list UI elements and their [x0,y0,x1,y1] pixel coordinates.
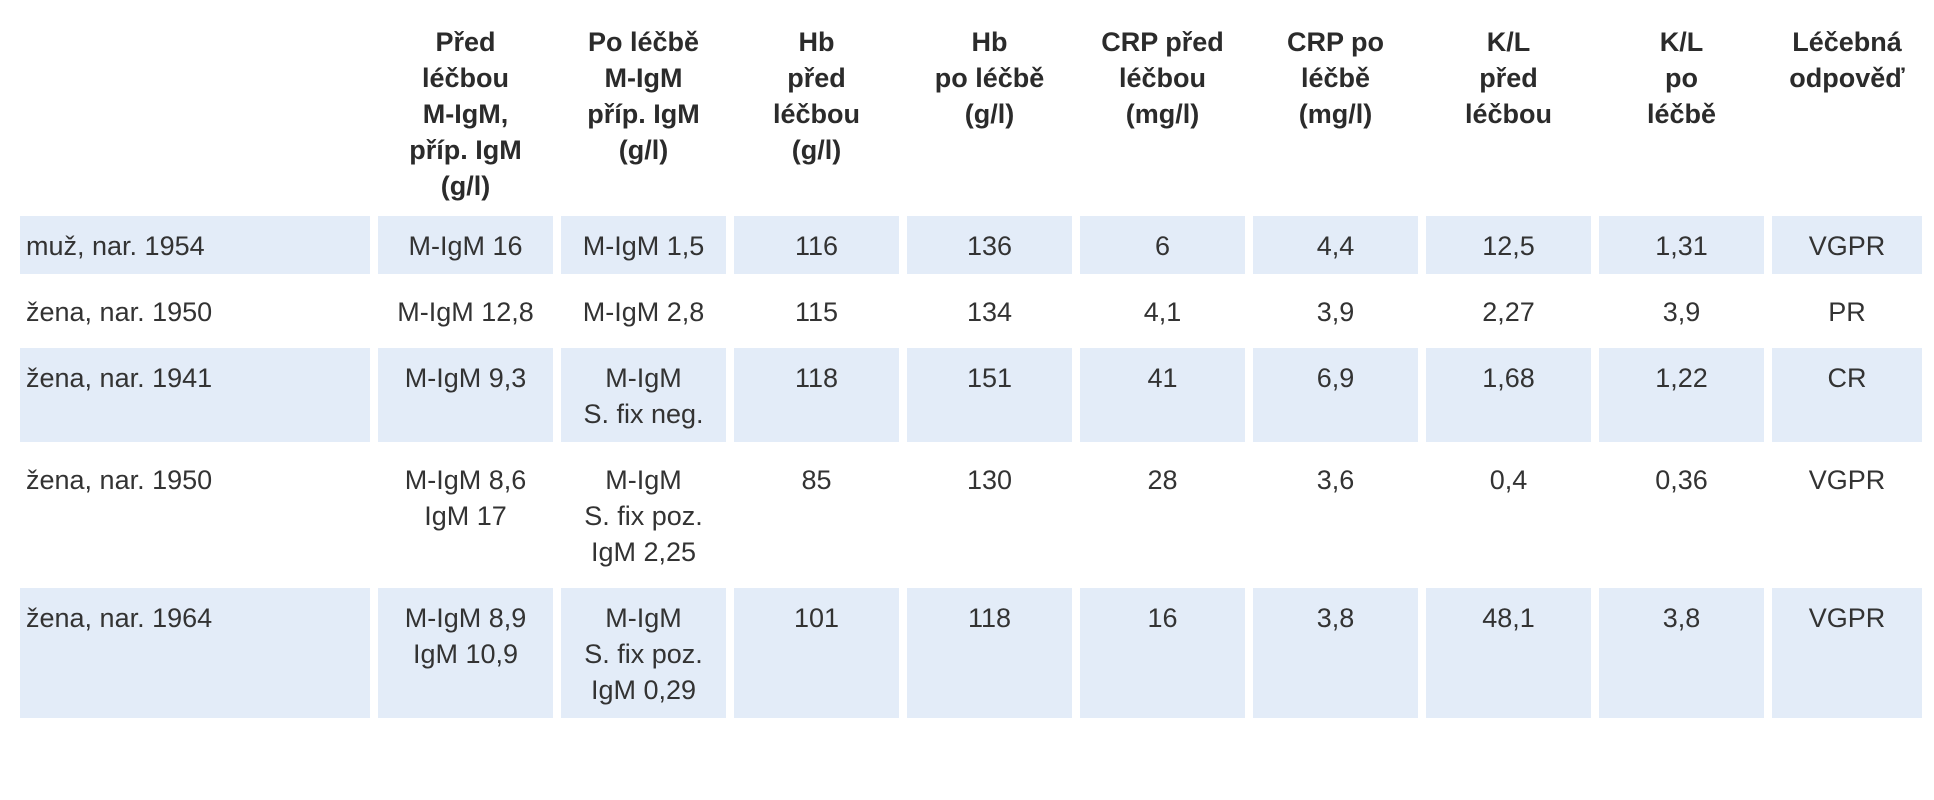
table-cell: M-IgM S. fix poz. IgM 2,25 [561,450,726,580]
table-cell: 151 [907,348,1072,442]
table-cell: M-IgM 1,5 [561,216,726,274]
table-cell: VGPR [1772,588,1922,718]
header-cell-kl-after: K/L po léčbě [1646,27,1717,129]
table-cell: M-IgM 9,3 [378,348,553,442]
table-cell: 134 [907,282,1072,340]
table-cell: 116 [734,216,899,274]
table-cell: PR [1772,282,1922,340]
table-cell: 3,8 [1599,588,1764,718]
table-cell: 16 [1080,588,1245,718]
table-row: žena, nar. 1964 M-IgM 8,9 IgM 10,9 M-IgM… [20,588,1922,718]
table-cell: VGPR [1772,450,1922,580]
table-cell: M-IgM 8,9 IgM 10,9 [378,588,553,718]
header-cell-igm-after: Po léčbě M-IgM příp. IgM (g/l) [587,27,700,165]
table-cell: 3,6 [1253,450,1418,580]
table-cell: CR [1772,348,1922,442]
header-cell-crp-after: CRP po léčbě (mg/l) [1286,27,1384,129]
table-cell: 4,4 [1253,216,1418,274]
table-row: žena, nar. 1950 M-IgM 12,8 M-IgM 2,8 115… [20,282,1922,340]
table-cell: 2,27 [1426,282,1591,340]
header-cell-patient [20,14,370,208]
table-cell: 28 [1080,450,1245,580]
table-row: muž, nar. 1954 M-IgM 16 M-IgM 1,5 116 13… [20,216,1922,274]
table-cell: M-IgM 2,8 [561,282,726,340]
table-cell: 4,1 [1080,282,1245,340]
results-table: Před léčbou M-IgM, příp. IgM (g/l) Po lé… [12,6,1930,726]
table-cell: 41 [1080,348,1245,442]
table-cell: M-IgM 12,8 [378,282,553,340]
table-cell: žena, nar. 1950 [20,282,370,340]
table-cell: 0,36 [1599,450,1764,580]
table-cell: 6 [1080,216,1245,274]
table-row: žena, nar. 1950 M-IgM 8,6 IgM 17 M-IgM S… [20,450,1922,580]
table-cell: žena, nar. 1950 [20,450,370,580]
table-cell: 3,9 [1253,282,1418,340]
table-cell: M-IgM S. fix poz. IgM 0,29 [561,588,726,718]
table-cell: 136 [907,216,1072,274]
table-cell: 118 [734,348,899,442]
table-cell: 85 [734,450,899,580]
table-cell: VGPR [1772,216,1922,274]
header-cell-response: Léčebná odpověď [1789,27,1905,93]
table-cell: 3,8 [1253,588,1418,718]
table-cell: 6,9 [1253,348,1418,442]
table-cell: M-IgM 16 [378,216,553,274]
table-cell: 101 [734,588,899,718]
table-cell: žena, nar. 1964 [20,588,370,718]
table-cell: 48,1 [1426,588,1591,718]
table-cell: 130 [907,450,1072,580]
table-cell: M-IgM S. fix neg. [561,348,726,442]
header-cell-hb-after: Hb po léčbě (g/l) [934,27,1045,129]
table-cell: 12,5 [1426,216,1591,274]
table-cell: 1,31 [1599,216,1764,274]
table-cell: 0,4 [1426,450,1591,580]
header-cell-kl-before: K/L před léčbou [1464,27,1552,129]
table-cell: 1,68 [1426,348,1591,442]
header-cell-crp-before: CRP před léčbou (mg/l) [1101,27,1224,129]
table-row: žena, nar. 1941 M-IgM 9,3 M-IgM S. fix n… [20,348,1922,442]
table-cell: muž, nar. 1954 [20,216,370,274]
table-cell: žena, nar. 1941 [20,348,370,442]
table-cell: M-IgM 8,6 IgM 17 [378,450,553,580]
header-cell-hb-before: Hb před léčbou (g/l) [772,27,860,165]
header-row: Před léčbou M-IgM, příp. IgM (g/l) Po lé… [20,14,1922,208]
table-cell: 115 [734,282,899,340]
table-cell: 3,9 [1599,282,1764,340]
header-cell-igm-before: Před léčbou M-IgM, příp. IgM (g/l) [409,27,522,201]
table-cell: 118 [907,588,1072,718]
table-cell: 1,22 [1599,348,1764,442]
